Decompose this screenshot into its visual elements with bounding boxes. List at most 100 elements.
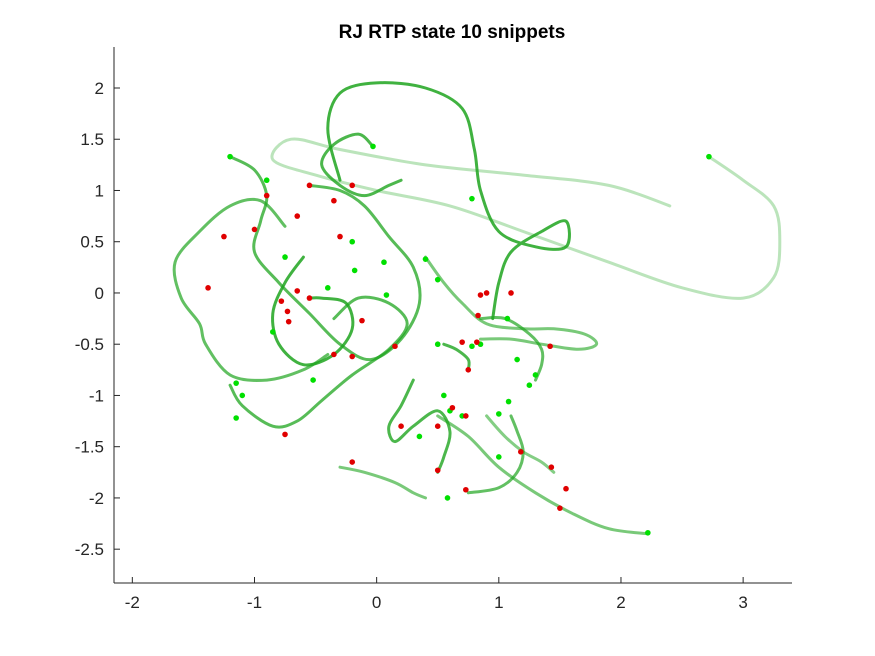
end-marker-13 [285,318,292,325]
start-marker-18 [434,341,441,348]
start-marker-11 [351,267,358,274]
y-tick-label: -0.5 [75,335,104,354]
end-marker-5 [349,182,356,189]
end-marker-26 [465,367,472,373]
x-tick-label: 3 [738,593,747,612]
x-tick-label: 0 [372,593,381,612]
x-tick-label: 1 [494,593,503,612]
end-marker-21 [483,290,490,296]
start-marker-32 [469,343,475,350]
trajectory-line-8 [424,255,599,351]
start-marker-1 [227,153,233,160]
x-tick-label: 2 [616,593,625,612]
start-marker-8 [469,195,475,202]
start-marker-29 [496,454,502,460]
start-marker-15 [270,329,276,335]
trajectory-line-2 [228,155,422,362]
end-marker-1 [263,192,270,199]
trajectory-line-12 [466,414,525,495]
start-marker-5 [282,254,288,260]
start-marker-34 [496,411,502,417]
start-marker-21 [526,382,533,389]
start-marker-31 [645,529,651,536]
x-axis-ticks: -2 -1 0 1 2 3 [125,577,748,612]
trajectory-line-5 [172,197,330,382]
end-marker-2 [306,182,313,189]
trajectory-line-13 [436,414,650,536]
start-marker-7 [434,276,441,283]
end-marker-12 [284,308,291,315]
end-marker-14 [306,295,313,301]
start-marker-24 [233,380,239,386]
start-marker-10 [381,259,387,266]
trajectory-line-14 [338,465,427,500]
start-marker-23 [233,415,239,421]
start-marker-16 [310,377,316,383]
end-marker-29 [434,423,441,429]
start-marker-3 [706,153,712,160]
start-marker-33 [505,398,512,405]
trajectory-line-1 [270,137,782,300]
x-tick-label: -2 [125,593,140,612]
end-marker-3 [331,197,337,204]
y-tick-label: -1 [89,386,104,405]
trajectory-line-9 [387,378,452,474]
end-marker-38 [557,505,563,511]
trajectory-line-7 [271,255,355,367]
end-marker-23 [474,339,480,345]
end-marker-20 [477,292,484,298]
end-marker-30 [463,413,469,419]
y-axis-ticks: -2.5 -2 -1.5 -1 -0.5 0 0.5 1 1.5 2 [75,79,120,559]
start-marker-4 [263,177,270,184]
y-tick-label: 2 [95,79,104,98]
start-marker-30 [444,495,451,501]
start-marker-14 [504,315,511,322]
end-marker-7 [221,233,227,240]
end-marker-19 [475,312,481,319]
end-marker-25 [547,343,553,350]
chart-title: RJ RTP state 10 snippets [339,22,566,43]
snippet-markers [205,143,712,536]
start-marker-25 [441,392,447,399]
y-tick-label: 1 [95,181,104,200]
start-marker-22 [239,392,246,399]
end-marker-36 [548,464,555,470]
start-marker-20 [514,356,520,363]
trajectory-line-4 [326,81,571,321]
end-marker-33 [434,467,441,474]
end-marker-35 [518,449,524,455]
start-marker-2 [370,143,376,150]
start-marker-19 [532,372,539,378]
end-marker-17 [349,353,356,360]
end-marker-4 [294,213,301,219]
end-marker-9 [205,285,211,291]
start-marker-6 [422,256,429,262]
end-marker-37 [563,485,569,492]
y-tick-label: 1.5 [80,130,104,149]
end-marker-24 [459,339,465,345]
y-tick-label: 0.5 [80,233,104,252]
y-tick-label: -1.5 [75,438,104,457]
end-marker-28 [398,423,404,429]
end-marker-6 [337,233,343,240]
end-marker-15 [359,317,365,324]
y-tick-label: -2 [89,489,104,508]
end-marker-16 [331,351,337,358]
start-marker-9 [349,238,356,245]
start-marker-12 [383,292,390,298]
end-marker-22 [508,290,514,296]
end-marker-8 [251,226,258,233]
end-marker-32 [349,459,356,465]
end-marker-27 [282,431,288,438]
end-marker-10 [294,288,301,294]
trajectory-line-3 [320,132,403,198]
end-marker-11 [278,298,285,304]
end-marker-34 [463,486,469,493]
start-marker-28 [416,433,423,440]
trajectory-lines [172,81,782,536]
x-tick-label: -1 [247,593,262,612]
y-tick-label: -2.5 [75,540,104,559]
start-marker-13 [324,285,331,291]
end-marker-31 [449,404,456,411]
